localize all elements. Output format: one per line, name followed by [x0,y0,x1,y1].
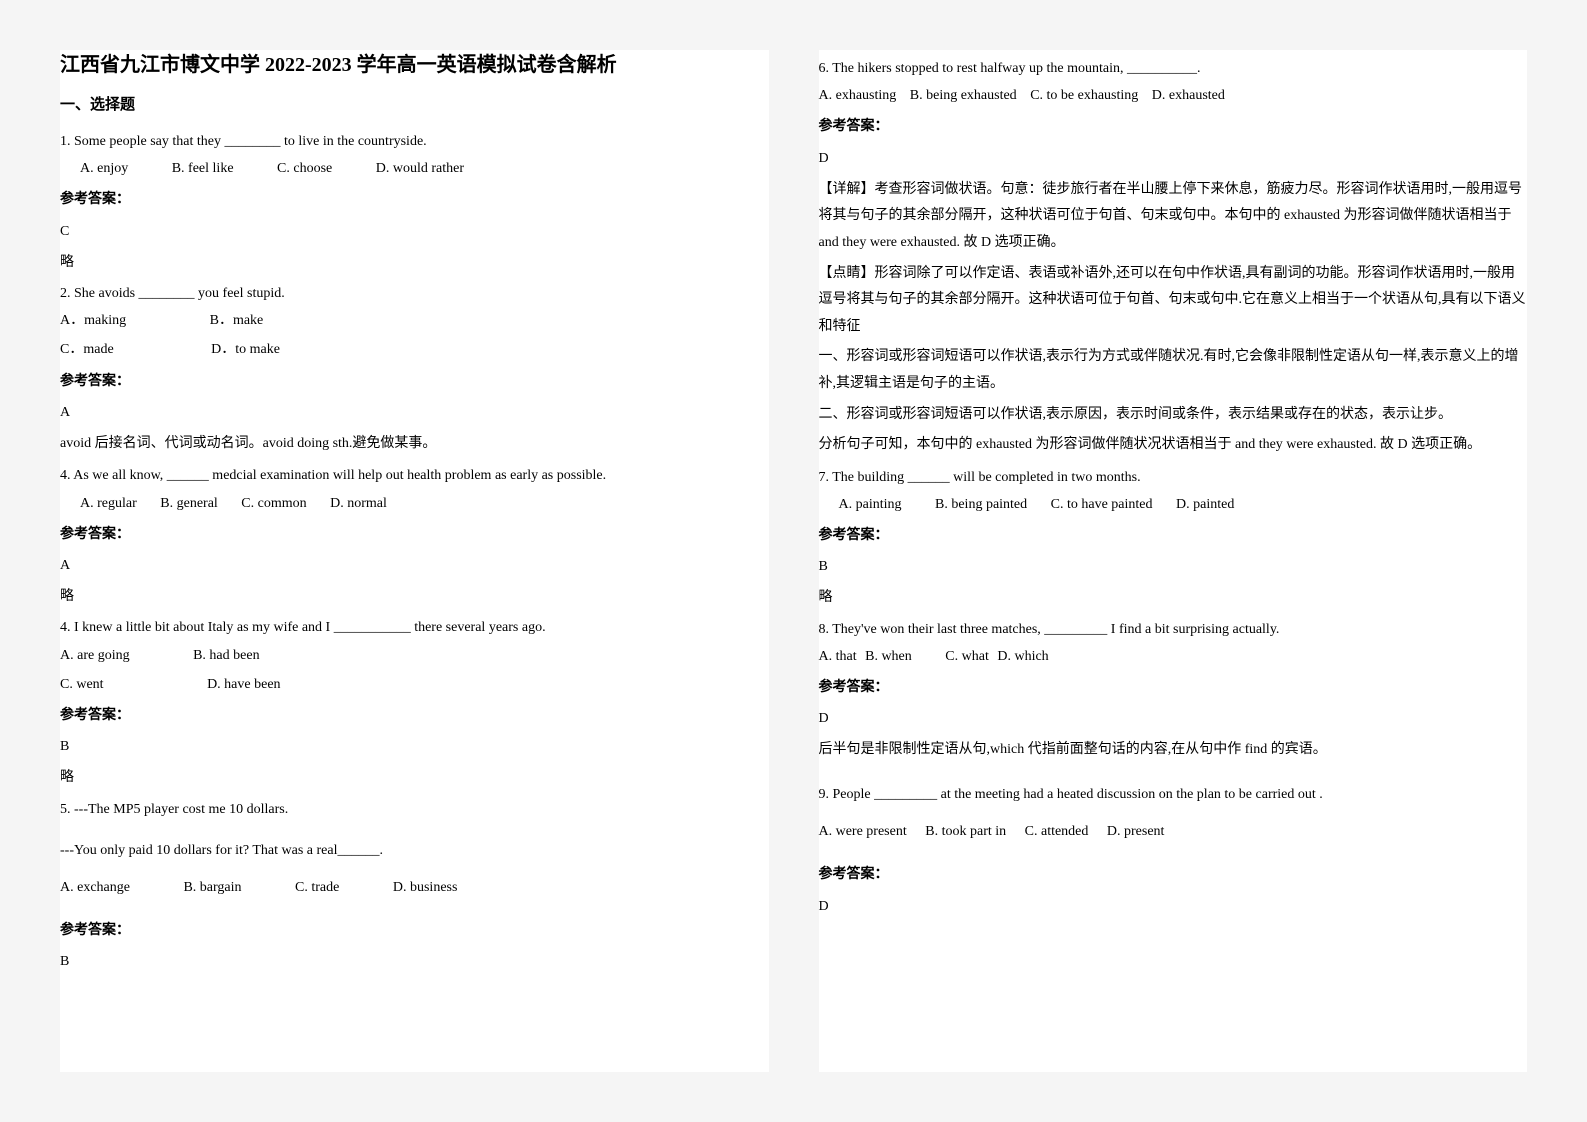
q4-note: 略 [60,765,769,790]
q6-optA: A. exhausting [819,83,897,108]
q6-optD: D. exhausted [1152,83,1225,108]
q4-optA: A. are going [60,643,130,668]
q8-optD: D. which [997,644,1048,669]
q7-optB: B. being painted [935,492,1027,517]
q6-exp1: 【详解】考查形容词做状语。句意：徒步旅行者在半山腰上停下来休息，筋疲力尽。形容词… [819,177,1528,257]
q4-options-row1: A. are going B. had been [60,643,769,668]
q5-text1: 5. ---The MP5 player cost me 10 dollars. [60,797,769,822]
q9-optD: D. present [1107,819,1165,844]
q6-exp5: 分析句子可知，本句中的 exhausted 为形容词做伴随状况状语相当于 and… [819,432,1528,459]
q8-answer-label: 参考答案： [819,675,1528,700]
q3-answer: A [60,553,769,578]
q6-options: A. exhausting B. being exhausted C. to b… [819,83,1528,108]
q6-exp2: 【点睛】形容词除了可以作定语、表语或补语外,还可以在句中作状语,具有副词的功能。… [819,261,1528,341]
q6-optC: C. to be exhausting [1030,83,1138,108]
q8-text: 8. They've won their last three matches,… [819,617,1528,642]
section-heading: 一、选择题 [60,92,769,119]
q1-answer-label: 参考答案： [60,187,769,212]
q6-answer: D [819,146,1528,171]
q8-options: A. that B. when C. what D. which [819,644,1528,669]
q6-text: 6. The hikers stopped to rest halfway up… [819,56,1528,81]
q3-note: 略 [60,584,769,609]
q2-optD: D．to make [211,337,280,362]
q7-optC: C. to have painted [1051,492,1153,517]
q3-optD: D. normal [330,491,387,516]
q2-optB: B．make [210,308,264,333]
document-title: 江西省九江市博文中学 2022-2023 学年高一英语模拟试卷含解析 [60,50,769,80]
left-column: 江西省九江市博文中学 2022-2023 学年高一英语模拟试卷含解析 一、选择题… [60,50,769,1072]
q7-optA: A. painting [839,492,902,517]
q4-optD: D. have been [207,672,280,697]
q9-optB: B. took part in [925,819,1006,844]
q5-optD: D. business [393,875,458,900]
q2-explanation: avoid 后接名词、代词或动名词。avoid doing sth.避免做某事。 [60,431,769,458]
q5-optB: B. bargain [183,875,241,900]
q9-optC: C. attended [1025,819,1089,844]
q5-text2: ---You only paid 10 dollars for it? That… [60,838,769,863]
q9-answer: D [819,894,1528,919]
q5-optA: A. exchange [60,875,130,900]
q1-optB: B. feel like [172,156,234,181]
q1-note: 略 [60,250,769,275]
q3-options: A. regular B. general C. common D. norma… [60,491,769,516]
q2-optC: C．made [60,337,114,362]
q1-optD: D. would rather [376,156,464,181]
q5-answer: B [60,949,769,974]
q7-text: 7. The building ______ will be completed… [819,465,1528,490]
q2-answer: A [60,400,769,425]
q5-optC: C. trade [295,875,339,900]
q4-answer-label: 参考答案： [60,703,769,728]
q9-text: 9. People _________ at the meeting had a… [819,782,1528,807]
q8-optC: C. what [945,644,989,669]
q4-text: 4. I knew a little bit about Italy as my… [60,615,769,640]
q7-note: 略 [819,585,1528,610]
q1-optC: C. choose [277,156,332,181]
q1-optA: A. enjoy [80,156,128,181]
q1-answer: C [60,219,769,244]
q5-answer-label: 参考答案： [60,918,769,943]
q2-optA: A．making [60,308,126,333]
q9-optA: A. were present [819,819,907,844]
q3-optC: C. common [241,491,306,516]
q9-answer-label: 参考答案： [819,862,1528,887]
q8-optA: A. that [819,644,857,669]
q7-optD: D. painted [1176,492,1234,517]
q1-text: 1. Some people say that they ________ to… [60,129,769,154]
q2-options-row1: A．making B．make [60,308,769,333]
q6-exp4: 二、形容词或形容词短语可以作状语,表示原因，表示时间或条件，表示结果或存在的状态… [819,402,1528,429]
q7-answer-label: 参考答案： [819,523,1528,548]
q8-answer: D [819,706,1528,731]
q6-optB: B. being exhausted [910,83,1017,108]
q8-explanation: 后半句是非限制性定语从句,which 代指前面整句话的内容,在从句中作 find… [819,737,1528,764]
q4-answer: B [60,734,769,759]
q1-options: A. enjoy B. feel like C. choose D. would… [60,156,769,181]
q8-optB: B. when [865,644,912,669]
q3-optA: A. regular [80,491,137,516]
q6-answer-label: 参考答案： [819,114,1528,139]
q7-answer: B [819,554,1528,579]
q6-exp3: 一、形容词或形容词短语可以作状语,表示行为方式或伴随状况.有时,它会像非限制性定… [819,344,1528,397]
q9-options: A. were present B. took part in C. atten… [819,819,1528,844]
q2-text: 2. She avoids ________ you feel stupid. [60,281,769,306]
q3-answer-label: 参考答案： [60,522,769,547]
q4-options-row2: C. went D. have been [60,672,769,697]
q2-options-row2: C．made D．to make [60,337,769,362]
q3-optB: B. general [160,491,218,516]
q4-optC: C. went [60,672,104,697]
q3-text: 4. As we all know, ______ medcial examin… [60,463,769,488]
q7-options: A. painting B. being painted C. to have … [819,492,1528,517]
q4-optB: B. had been [193,643,259,668]
q5-options: A. exchange B. bargain C. trade D. busin… [60,875,769,900]
right-column: 6. The hikers stopped to rest halfway up… [819,50,1528,1072]
q2-answer-label: 参考答案： [60,369,769,394]
